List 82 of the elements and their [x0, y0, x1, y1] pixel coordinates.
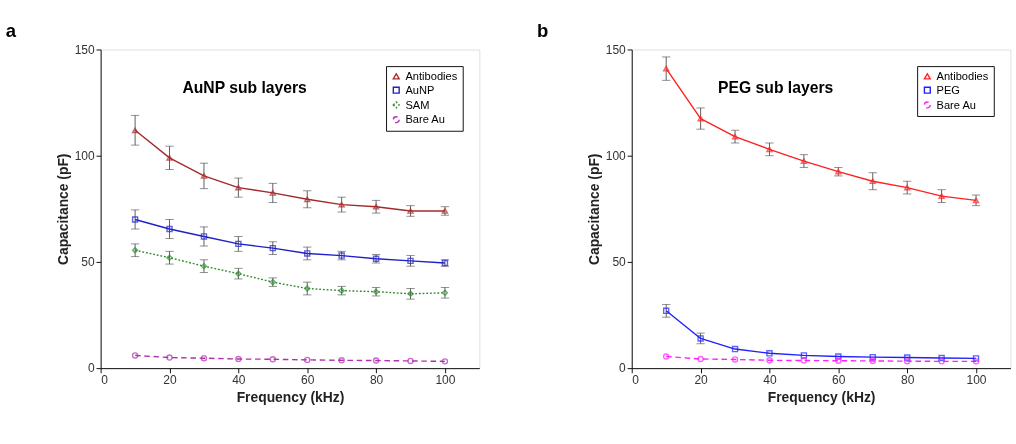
x-tick-label: 80	[900, 373, 915, 388]
legend-label: SAM	[405, 98, 430, 111]
x-axis-title: Frequency (kHz)	[236, 388, 345, 405]
x-tick-label: 60	[301, 373, 315, 388]
y-tick-label: 100	[605, 148, 627, 163]
text: b	[536, 19, 549, 41]
point	[269, 356, 277, 363]
x-tick-label: 80	[369, 373, 384, 388]
point	[407, 357, 414, 365]
point	[372, 203, 380, 210]
point	[131, 247, 139, 254]
point	[372, 357, 380, 364]
point	[166, 154, 173, 161]
legend-label: Bare Au	[405, 113, 445, 126]
point	[338, 201, 345, 208]
point	[338, 357, 345, 364]
point	[938, 354, 945, 362]
point	[662, 65, 670, 72]
y-axis-title: Capacitance (pF)	[586, 153, 603, 266]
y-tick-label: 0	[87, 361, 95, 376]
text: PEG sub layers	[718, 78, 834, 96]
point	[441, 358, 449, 365]
legend-label: AuNP	[405, 83, 435, 96]
point	[304, 356, 311, 364]
y-tick-label: 100	[74, 148, 95, 163]
point	[800, 357, 808, 364]
point	[766, 146, 773, 153]
point	[304, 196, 311, 203]
point	[697, 355, 704, 363]
point	[869, 357, 876, 365]
legend-label: PEG	[936, 83, 960, 96]
point	[131, 352, 139, 359]
x-tick-label: 40	[232, 373, 246, 388]
point	[835, 353, 842, 360]
point	[131, 216, 139, 223]
point	[304, 250, 311, 257]
legend-label: Antibodies	[936, 70, 989, 82]
point	[662, 353, 670, 360]
y-tick-label: 150	[74, 42, 95, 57]
point	[304, 285, 311, 292]
legend-label: Bare Au	[936, 98, 976, 111]
x-tick-label: 20	[163, 373, 177, 388]
point	[131, 127, 139, 134]
point	[166, 254, 173, 261]
point	[835, 357, 842, 364]
point	[903, 354, 911, 361]
x-tick-label: 0	[101, 373, 109, 388]
x-tick-label: 20	[694, 373, 709, 388]
point	[200, 173, 208, 179]
x-axis-title: Frequency (kHz)	[767, 388, 876, 405]
y-axis-title: Capacitance (pF)	[55, 153, 72, 266]
point	[731, 356, 739, 363]
x-tick-label: 40	[763, 373, 777, 388]
x-tick-label: 100	[435, 373, 456, 388]
point	[200, 354, 208, 362]
y-tick-label: 50	[81, 255, 95, 270]
point	[200, 233, 208, 240]
point	[235, 355, 242, 363]
point	[200, 262, 208, 270]
text: AuNP sub layers	[182, 78, 308, 96]
point	[731, 345, 739, 353]
y-tick-label: 50	[612, 255, 627, 270]
point	[166, 354, 173, 361]
y-tick-label: 150	[605, 42, 627, 57]
point	[938, 358, 945, 365]
x-tick-label: 100	[966, 373, 987, 388]
point	[800, 158, 808, 164]
point	[869, 353, 876, 361]
point	[938, 193, 945, 199]
point	[903, 357, 911, 365]
x-tick-label: 0	[632, 373, 640, 388]
x-tick-label: 60	[832, 373, 846, 388]
point	[800, 352, 808, 359]
point	[235, 240, 242, 248]
text: a	[5, 19, 17, 41]
legend-label: Antibodies	[405, 70, 458, 82]
point	[766, 357, 773, 364]
point	[869, 178, 876, 185]
y-tick-label: 0	[619, 361, 627, 376]
point	[766, 350, 773, 357]
point	[166, 225, 173, 233]
point	[269, 190, 277, 196]
